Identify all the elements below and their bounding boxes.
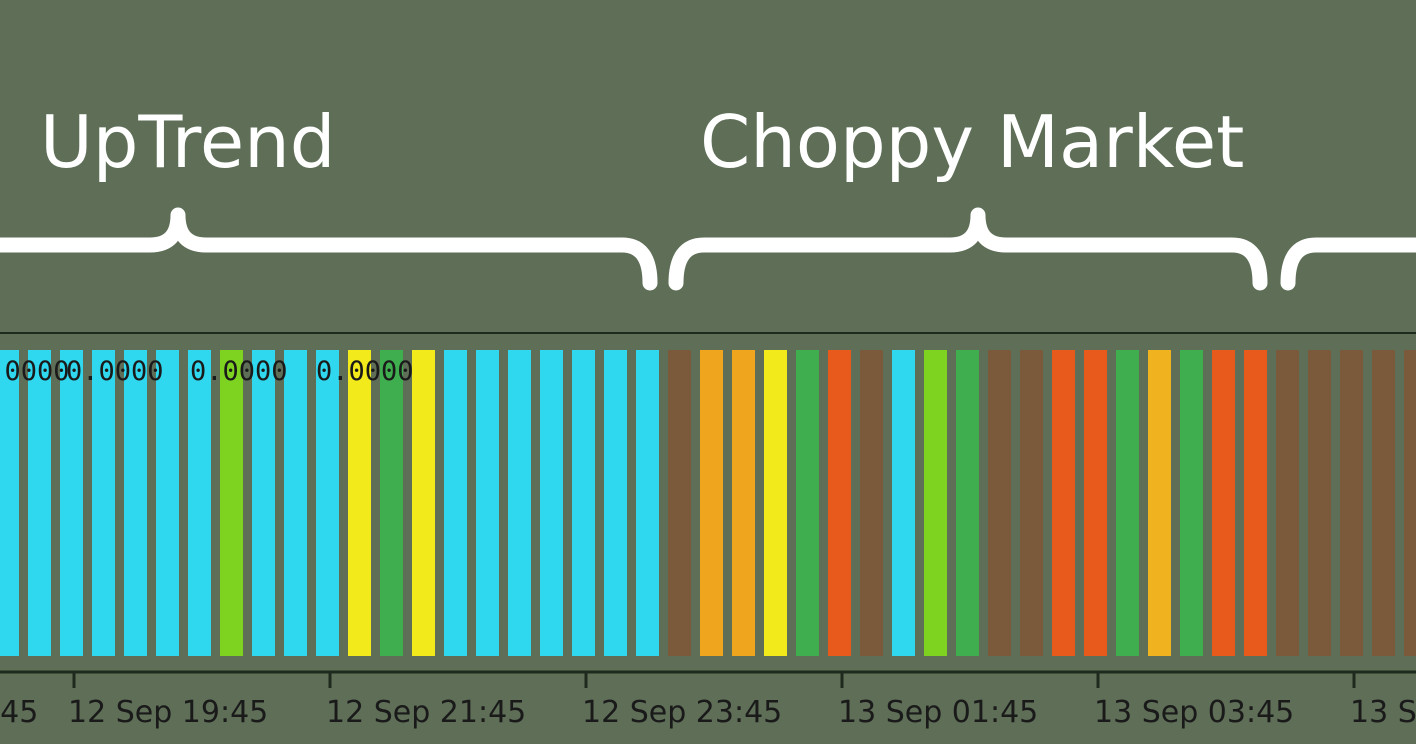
bar-9	[252, 350, 275, 656]
bar-27	[828, 350, 851, 656]
bar-7	[188, 350, 211, 656]
bar-45	[1404, 350, 1416, 656]
bar-11	[316, 350, 339, 656]
x-tick-label-0: :45	[0, 695, 38, 730]
brace-choppy-market	[668, 207, 1268, 291]
bar-28	[860, 350, 883, 656]
bar-33	[1020, 350, 1043, 656]
annotation-uptrend-label: UpTrend	[40, 100, 335, 184]
bar-30	[924, 350, 947, 656]
bar-39	[1212, 350, 1235, 656]
bar-3	[60, 350, 83, 656]
bar-29	[892, 350, 915, 656]
value-label-1: 0.0000	[0, 356, 70, 387]
bar-17	[508, 350, 531, 656]
value-label-2: 0.0000	[66, 356, 164, 387]
bar-15	[444, 350, 467, 656]
bar-10	[284, 350, 307, 656]
bar-14	[412, 350, 435, 656]
annotation-choppy-market-label: Choppy Market	[700, 100, 1244, 184]
bar-21	[636, 350, 659, 656]
bar-23	[700, 350, 723, 656]
bar-36	[1116, 350, 1139, 656]
bar-18	[540, 350, 563, 656]
x-tick-label-5: 13 Sep 03:45	[1094, 695, 1294, 730]
bar-2	[28, 350, 51, 656]
bar-38	[1180, 350, 1203, 656]
bar-8	[220, 350, 243, 656]
bar-19	[572, 350, 595, 656]
bar-32	[988, 350, 1011, 656]
x-tick-label-3: 12 Sep 23:45	[582, 695, 782, 730]
bar-20	[604, 350, 627, 656]
brace-next-segment	[1280, 237, 1416, 291]
x-tick-label-4: 13 Sep 01:45	[838, 695, 1038, 730]
bar-44	[1372, 350, 1395, 656]
x-tick-label-1: 12 Sep 19:45	[68, 695, 268, 730]
value-label-3: 0.0000	[190, 356, 288, 387]
bar-13	[380, 350, 403, 656]
bar-42	[1308, 350, 1331, 656]
bar-35	[1084, 350, 1107, 656]
bar-1	[0, 350, 19, 656]
x-axis-ticks	[72, 672, 1356, 688]
bar-22	[668, 350, 691, 656]
x-tick-label-6: 13 S	[1350, 695, 1416, 730]
bar-41	[1276, 350, 1299, 656]
brace-uptrend	[0, 207, 658, 291]
bar-26	[796, 350, 819, 656]
value-label-4: 0.0000	[316, 356, 414, 387]
bar-4	[92, 350, 115, 656]
bar-34	[1052, 350, 1075, 656]
bar-31	[956, 350, 979, 656]
bar-43	[1340, 350, 1363, 656]
bar-37	[1148, 350, 1171, 656]
bar-16	[476, 350, 499, 656]
bar-40	[1244, 350, 1267, 656]
bars-group	[0, 350, 1416, 656]
bar-5	[124, 350, 147, 656]
bar-25	[764, 350, 787, 656]
x-tick-label-2: 12 Sep 21:45	[326, 695, 526, 730]
bar-6	[156, 350, 179, 656]
bar-24	[732, 350, 755, 656]
bar-12	[348, 350, 371, 656]
